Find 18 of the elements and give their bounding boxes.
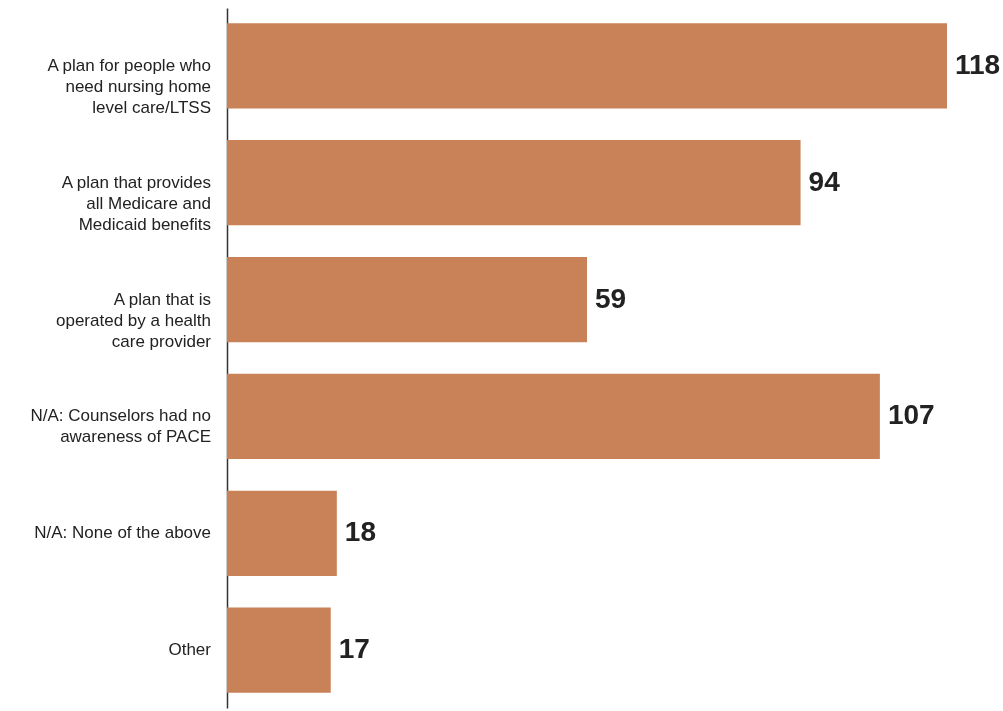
bar	[227, 490, 337, 576]
bar	[227, 140, 801, 226]
bar	[227, 607, 331, 693]
y-tick-label: A plan that provides all Medicare and Medicaid benefits	[61, 172, 211, 234]
bar	[227, 23, 947, 109]
y-tick-label: Other	[168, 640, 212, 660]
data-label: 17	[338, 633, 370, 665]
bar	[227, 256, 587, 343]
bar	[227, 373, 880, 460]
data-label: 94	[808, 165, 841, 197]
y-tick-label: A plan that is operated by a health care provider	[55, 289, 212, 351]
data-label: 59	[595, 282, 627, 314]
data-label: 18	[344, 516, 376, 548]
y-tick-label: N/A: None of the above	[34, 523, 211, 543]
y-tick-label: N/A: Counselors had no awareness of PACE	[30, 406, 211, 447]
data-label: 107	[887, 399, 935, 431]
data-label: 118	[955, 48, 1001, 80]
y-tick-label: A plan for people who need nursing home level care/LTSS	[47, 55, 211, 117]
